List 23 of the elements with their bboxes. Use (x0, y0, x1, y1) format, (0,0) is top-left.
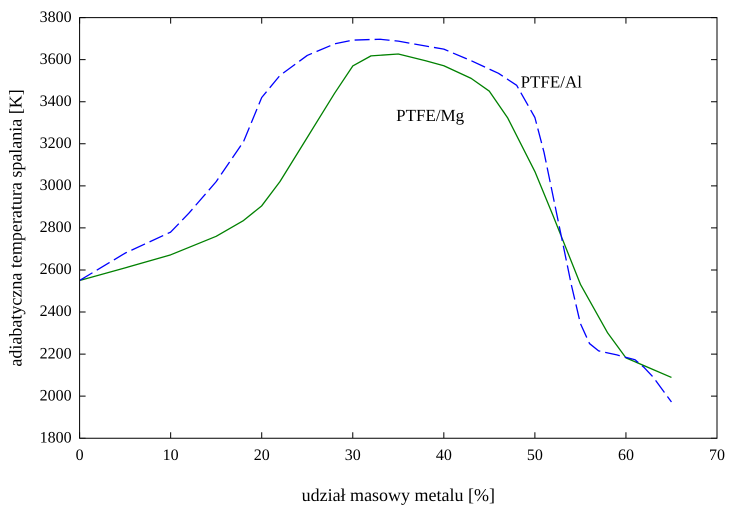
x-tick-label: 60 (618, 447, 634, 464)
y-tick-label: 3600 (40, 50, 72, 68)
y-tick-label: 3400 (40, 92, 72, 110)
x-axis-title: udział masowy metalu [%] (302, 484, 496, 505)
y-tick-label: 2000 (40, 387, 72, 404)
x-tick-label: 30 (344, 447, 361, 464)
series-label: PTFE/Al (520, 72, 582, 92)
x-tick-label: 40 (436, 447, 452, 464)
x-tick-label: 0 (76, 447, 84, 464)
y-tick-label: 2200 (40, 345, 72, 362)
y-tick-label: 2800 (40, 219, 72, 236)
y-tick-label: 1800 (40, 429, 72, 446)
y-tick-label: 2600 (40, 261, 72, 278)
series-label: PTFE/Mg (396, 106, 465, 125)
y-axis-title: adiabatyczna temperatura spalania [K] (6, 89, 26, 367)
y-tick-label: 2400 (40, 303, 72, 320)
x-tick-label: 10 (162, 447, 179, 464)
x-tick-label: 50 (526, 447, 543, 464)
y-tick-label: 3000 (40, 177, 72, 194)
y-tick-label: 3200 (40, 134, 72, 152)
x-tick-label: 70 (709, 447, 725, 464)
y-tick-label: 3800 (40, 8, 72, 26)
x-tick-label: 20 (254, 447, 270, 464)
